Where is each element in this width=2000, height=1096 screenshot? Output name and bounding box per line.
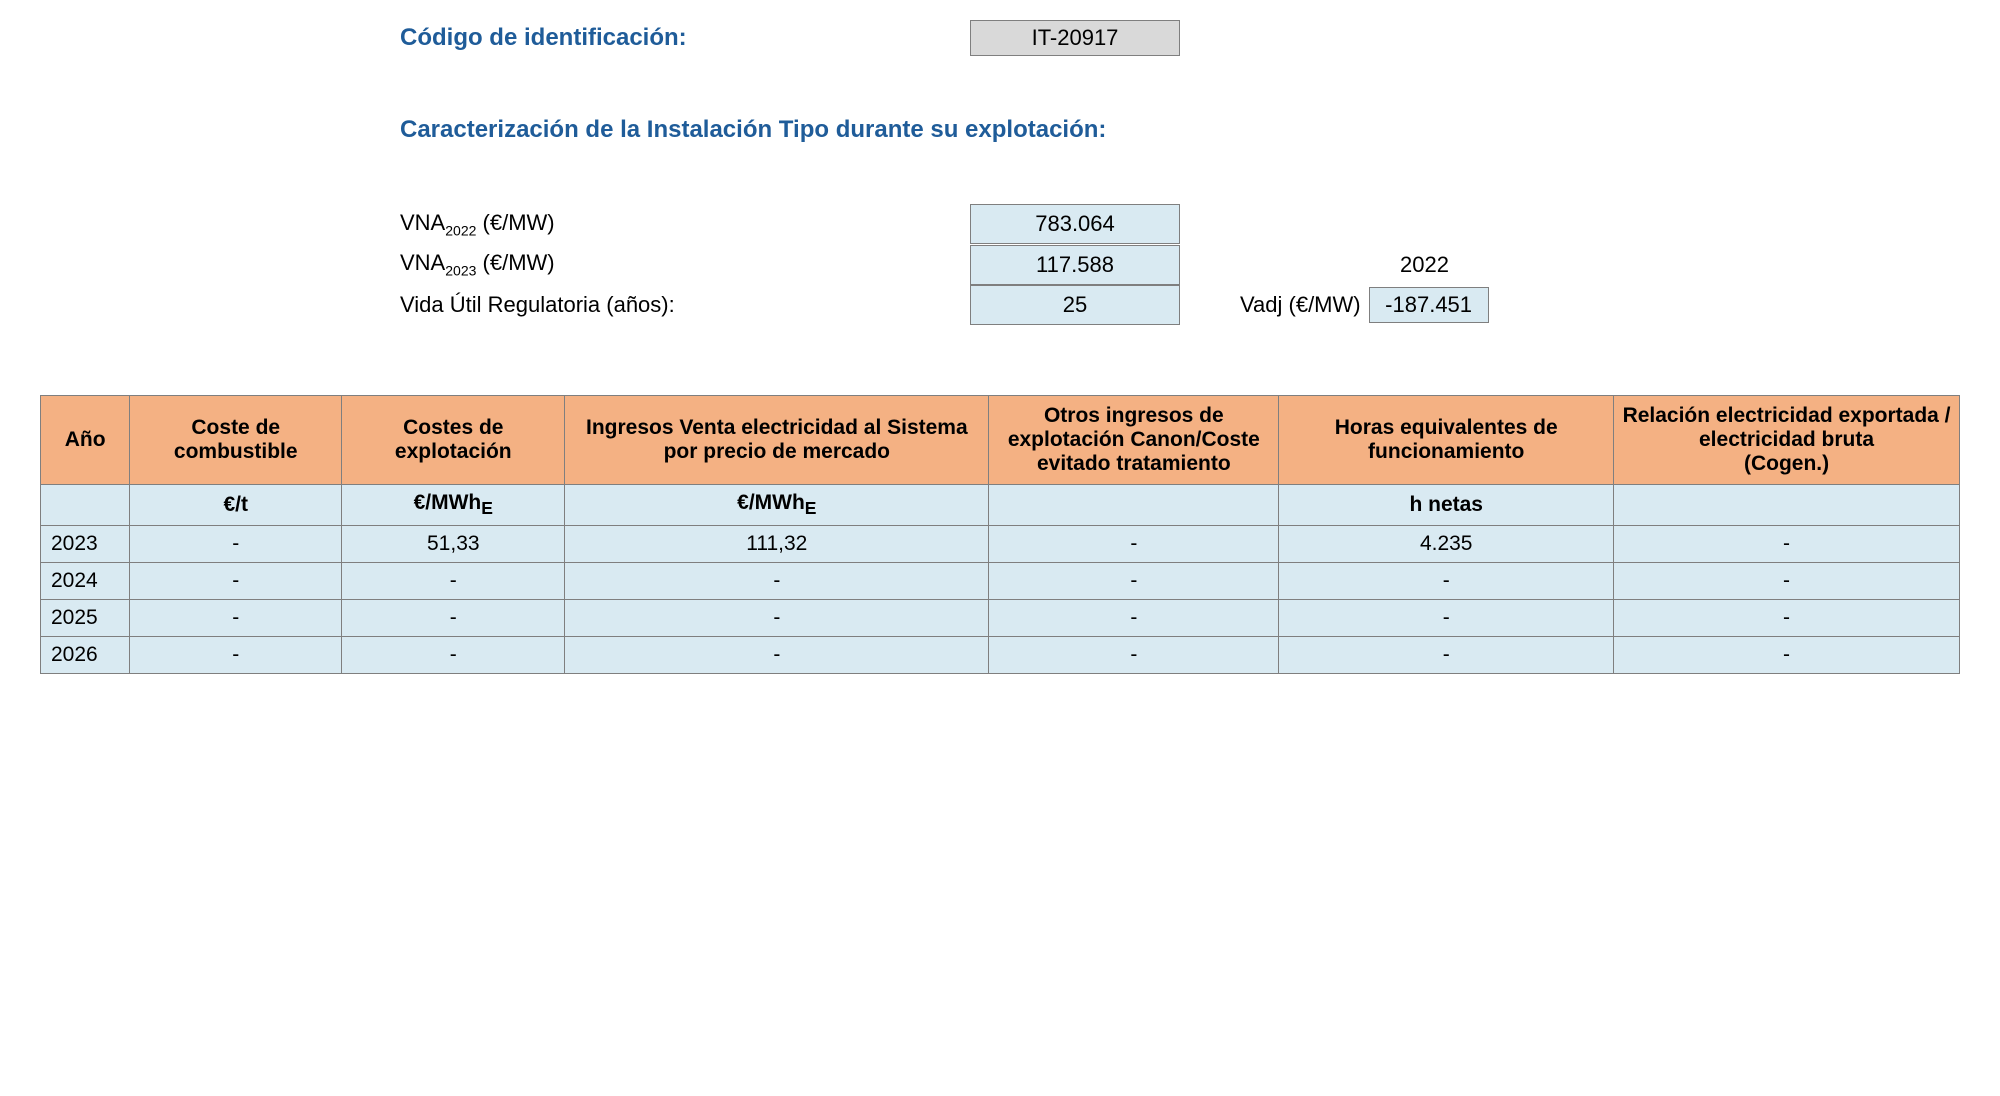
cell-otros: - <box>989 525 1279 562</box>
cell-otros: - <box>989 562 1279 599</box>
th-combustible: Coste de combustible <box>130 395 342 484</box>
cell-combustible: - <box>130 636 342 673</box>
cell-combustible: - <box>130 562 342 599</box>
vna2022-row: VNA2022 (€/MW) 783.064 <box>400 204 1980 244</box>
th-relacion: Relación electricidad exportada / electr… <box>1614 395 1960 484</box>
vida-util-row: Vida Útil Regulatoria (años): 25 Vadj (€… <box>400 285 1980 325</box>
table-row: 2023 - 51,33 111,32 - 4.235 - <box>41 525 1960 562</box>
vna2022-sub: 2022 <box>445 222 476 238</box>
cell-ano: 2024 <box>41 562 130 599</box>
cell-explotacion: - <box>342 562 565 599</box>
cell-relacion: - <box>1614 636 1960 673</box>
vna2022-suffix: (€/MW) <box>476 210 554 235</box>
caracterizacion-heading: Caracterización de la Instalación Tipo d… <box>400 116 1980 144</box>
cell-relacion: - <box>1614 599 1960 636</box>
unit-combustible: €/t <box>130 484 342 525</box>
unit-explotacion-prefix: €/MWh <box>414 491 482 514</box>
cell-combustible: - <box>130 599 342 636</box>
cell-explotacion: - <box>342 636 565 673</box>
cell-explotacion: 51,33 <box>342 525 565 562</box>
th-relacion-l2: (Cogen.) <box>1744 452 1829 475</box>
unit-ingresos-sub: E <box>805 498 817 518</box>
vna2023-label: VNA2023 (€/MW) <box>400 244 970 284</box>
cell-combustible: - <box>130 525 342 562</box>
th-horas: Horas equivalentes de funcionamiento <box>1279 395 1614 484</box>
table-row: 2026 - - - - - - <box>41 636 1960 673</box>
table-row: 2025 - - - - - - <box>41 599 1960 636</box>
unit-combustible-text: €/t <box>223 493 248 516</box>
unit-ano <box>41 484 130 525</box>
unit-ingresos-prefix: €/MWh <box>737 491 805 514</box>
vna2023-sub: 2023 <box>445 263 476 279</box>
cell-horas: - <box>1279 636 1614 673</box>
vna2023-suffix: (€/MW) <box>476 250 554 275</box>
unit-horas-text: h netas <box>1409 493 1483 516</box>
cell-otros: - <box>989 599 1279 636</box>
cell-otros: - <box>989 636 1279 673</box>
unit-relacion <box>1614 484 1960 525</box>
cell-ingresos: 111,32 <box>565 525 989 562</box>
table-units-row: €/t €/MWhE €/MWhE h netas <box>41 484 1960 525</box>
cell-explotacion: - <box>342 599 565 636</box>
unit-explotacion: €/MWhE <box>342 484 565 525</box>
vna2023-prefix: VNA <box>400 250 445 275</box>
cell-horas: - <box>1279 599 1614 636</box>
th-ingresos: Ingresos Venta electricidad al Sistema p… <box>565 395 989 484</box>
cell-ano: 2025 <box>41 599 130 636</box>
vna2023-row: VNA2023 (€/MW) 117.588 2022 <box>400 244 1980 284</box>
reference-year: 2022 <box>1400 252 1449 278</box>
vna2022-prefix: VNA <box>400 210 445 235</box>
unit-ingresos: €/MWhE <box>565 484 989 525</box>
unit-horas: h netas <box>1279 484 1614 525</box>
cell-relacion: - <box>1614 525 1960 562</box>
identification-row: Código de identificación: IT-20917 <box>400 20 1980 56</box>
vadj-label: Vadj (€/MW) <box>1240 292 1361 318</box>
th-explotacion: Costes de explotación <box>342 395 565 484</box>
cell-ano: 2026 <box>41 636 130 673</box>
cell-ano: 2023 <box>41 525 130 562</box>
th-otros: Otros ingresos de explotación Canon/Cost… <box>989 395 1279 484</box>
cell-ingresos: - <box>565 599 989 636</box>
cell-relacion: - <box>1614 562 1960 599</box>
cell-ingresos: - <box>565 636 989 673</box>
table-body: €/t €/MWhE €/MWhE h netas 2023 - 51,33 1… <box>41 484 1960 673</box>
exploitation-table: Año Coste de combustible Costes de explo… <box>40 395 1960 674</box>
vida-util-label: Vida Útil Regulatoria (años): <box>400 286 970 324</box>
vadj-value: -187.451 <box>1369 287 1489 323</box>
unit-otros <box>989 484 1279 525</box>
identification-label: Código de identificación: <box>400 24 970 52</box>
cell-ingresos: - <box>565 562 989 599</box>
table-row: 2024 - - - - - - <box>41 562 1960 599</box>
vna2022-label: VNA2022 (€/MW) <box>400 204 970 244</box>
th-relacion-l1: Relación electricidad exportada / electr… <box>1623 404 1951 451</box>
vna2022-value: 783.064 <box>970 204 1180 244</box>
vida-util-value: 25 <box>970 285 1180 325</box>
identification-value-box: IT-20917 <box>970 20 1180 56</box>
th-ano: Año <box>41 395 130 484</box>
cell-horas: - <box>1279 562 1614 599</box>
table-header-row: Año Coste de combustible Costes de explo… <box>41 395 1960 484</box>
cell-horas: 4.235 <box>1279 525 1614 562</box>
unit-explotacion-sub: E <box>481 498 493 518</box>
vna2023-value: 117.588 <box>970 245 1180 285</box>
